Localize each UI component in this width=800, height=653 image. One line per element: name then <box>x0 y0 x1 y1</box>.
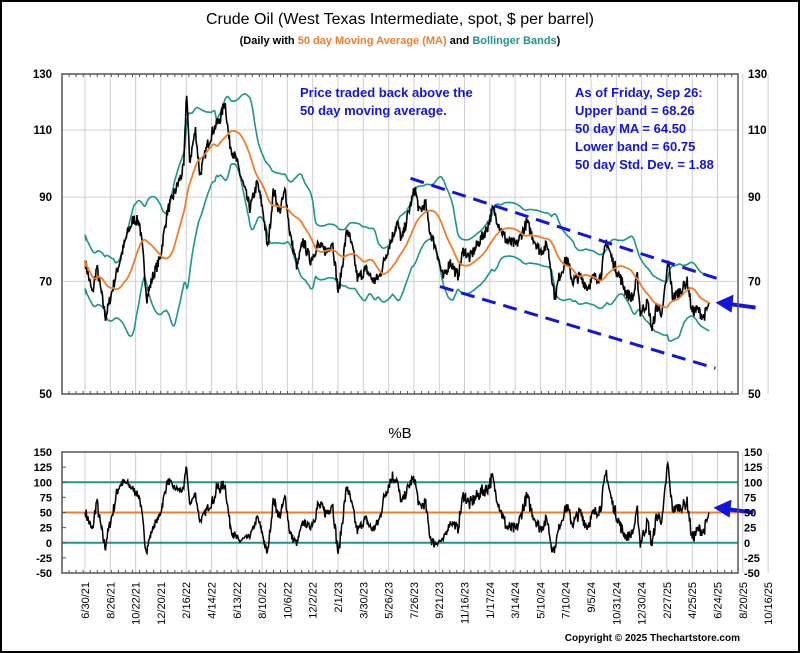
x-tick-label: 2/16/22 <box>181 582 193 619</box>
percent-b-tick-label-right: -50 <box>744 568 760 580</box>
percent-b-tick-label-right: 50 <box>744 508 756 520</box>
arrow-left-icon <box>713 499 732 518</box>
percent-b-tick-label-left: -25 <box>36 553 52 565</box>
chart-title: Crude Oil (West Texas Intermediate, spot… <box>206 11 594 28</box>
subtitle-bb: Bollinger Bands <box>472 35 556 47</box>
x-tick-label: 7/10/24 <box>561 582 573 619</box>
annotation-right-1: Upper band = 68.26 <box>575 103 695 118</box>
price-line <box>84 95 710 332</box>
x-tick-label: 5/26/23 <box>384 582 396 619</box>
subtitle-prefix: (Daily with <box>240 35 298 47</box>
x-tick-label: 9/21/23 <box>434 582 446 619</box>
arrow-shaft <box>729 302 756 310</box>
x-tick-label: 6/30/21 <box>80 582 92 619</box>
x-tick-label: 4/25/25 <box>687 582 699 619</box>
percent-b-tick-label-right: 100 <box>744 477 762 489</box>
subtitle-mid: and <box>447 35 473 47</box>
percent-b-arrow <box>713 499 754 518</box>
y-tick-label-left: 90 <box>39 192 52 204</box>
percent-b-tick-label-right: -25 <box>744 553 760 565</box>
percent-b-tick-label-left: 150 <box>34 447 52 459</box>
x-tick-label: 10/31/24 <box>611 582 623 625</box>
percent-b-tick-label-left: 100 <box>34 477 52 489</box>
x-tick-label: 2/27/25 <box>662 582 674 619</box>
trend-channel-upper <box>410 176 719 281</box>
percent-b-tick-label-left: 25 <box>40 523 52 535</box>
percent-b-tick-label-right: 125 <box>744 462 762 474</box>
x-tick-label: 2/1/23 <box>333 582 345 613</box>
copyright: Copyright © 2025 Thechartstore.com <box>565 633 740 644</box>
percent-b-tick-label-left: 75 <box>40 492 52 504</box>
x-tick-label: 11/16/23 <box>460 582 472 624</box>
annotation-right-4: 50 day Std. Dev. = 1.88 <box>575 157 714 172</box>
y-tick-label-left: 70 <box>39 276 52 288</box>
x-tick-label: 10/6/22 <box>282 582 294 619</box>
chart-subtitle: (Daily with 50 day Moving Average (MA) a… <box>240 35 561 47</box>
annotation-right-3: Lower band = 60.75 <box>575 139 695 154</box>
percent-b-tick-label-left: -50 <box>36 568 52 580</box>
x-tick-label: 6/13/22 <box>232 582 244 619</box>
percent-b-tick-label-right: 25 <box>744 523 756 535</box>
annotation-right-0: As of Friday, Sep 26: <box>575 85 703 100</box>
x-tick-label: 3/14/24 <box>510 582 522 619</box>
current-price-arrow <box>715 294 756 313</box>
y-tick-label-right: 130 <box>748 69 767 81</box>
x-tick-label: 8/10/22 <box>257 582 269 619</box>
x-tick-label: 3/30/23 <box>358 582 370 619</box>
subtitle-ma: 50 day Moving Average (MA) <box>298 35 447 47</box>
y-tick-label-left: 50 <box>39 389 52 401</box>
x-tick-label: 4/14/22 <box>207 582 219 619</box>
y-tick-label-right: 110 <box>748 125 767 137</box>
x-tick-label: 10/22/21 <box>131 582 143 625</box>
x-tick-label: 7/26/23 <box>409 582 421 619</box>
percent-b-tick-label-right: 0 <box>744 538 750 550</box>
x-tick-label: 6/24/25 <box>713 582 725 619</box>
arrow-shaft <box>727 507 754 515</box>
x-tick-label: 8/26/21 <box>105 582 117 619</box>
subtitle-suffix: ) <box>557 35 561 47</box>
x-tick-label: 10/16/25 <box>763 582 775 625</box>
percent-b-tick-label-left: 50 <box>40 508 52 520</box>
x-tick-label: 12/30/24 <box>637 582 649 625</box>
y-tick-label-left: 130 <box>33 69 52 81</box>
lower-bollinger-band <box>84 162 710 343</box>
trend-channel-lower <box>439 285 716 370</box>
arrow-left-icon <box>715 294 734 313</box>
percent-b-tick-label-left: 125 <box>34 462 52 474</box>
y-tick-label-right: 90 <box>748 192 761 204</box>
x-tick-label: 8/20/25 <box>738 582 750 619</box>
moving-average-line <box>84 130 710 309</box>
x-tick-label: 5/10/24 <box>535 582 547 619</box>
annotation-left-0: Price traded back above the <box>300 85 473 100</box>
y-tick-label-left: 110 <box>33 125 52 137</box>
annotation-right-2: 50 day MA = 64.50 <box>575 121 686 136</box>
y-tick-label-right: 50 <box>748 389 761 401</box>
percent-b-title: %B <box>388 425 411 442</box>
percent-b-line <box>84 460 710 556</box>
percent-b-tick-label-left: 0 <box>46 538 52 550</box>
x-tick-label: 9/5/24 <box>586 582 598 613</box>
percent-b-tick-label-right: 75 <box>744 492 756 504</box>
y-tick-label-right: 70 <box>748 276 761 288</box>
x-tick-label: 12/20/21 <box>156 582 168 625</box>
x-tick-label: 1/17/24 <box>485 582 497 619</box>
x-tick-label: 12/2/22 <box>308 582 320 619</box>
percent-b-tick-label-right: 150 <box>744 447 762 459</box>
annotation-left-1: 50 day moving average. <box>300 103 447 118</box>
